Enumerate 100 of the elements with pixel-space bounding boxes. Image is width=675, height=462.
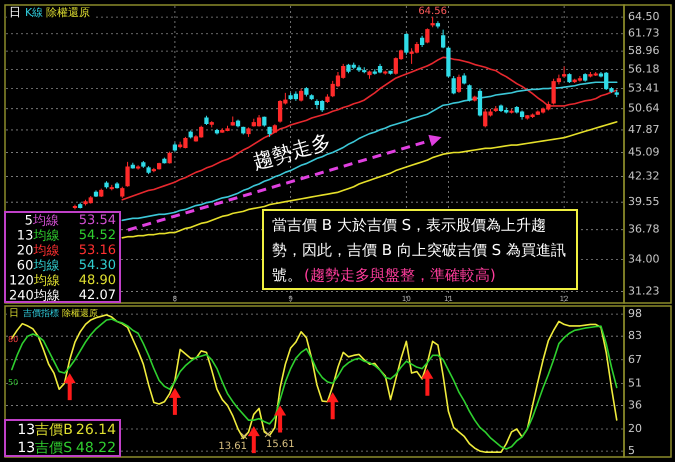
y-tick-label: 56.18 <box>628 62 660 76</box>
candlestick <box>246 126 251 138</box>
candlestick <box>583 72 588 82</box>
candlestick <box>494 105 498 112</box>
candlestick <box>467 84 472 102</box>
annotation: 54.52 <box>78 228 116 244</box>
annotation: 趨勢走多 <box>250 128 334 174</box>
annotation: 48.90 <box>78 273 116 288</box>
candlestick <box>452 76 456 95</box>
candlestick <box>162 157 167 164</box>
annotation: 48.22 <box>76 440 116 456</box>
y-tick-label: 31.23 <box>628 284 660 298</box>
candlestick <box>509 108 514 114</box>
annotation: 日 <box>9 5 21 19</box>
y-tick-label: 20 <box>628 422 642 436</box>
y-tick-label: 50.64 <box>628 102 660 115</box>
y-tick-label: 58.96 <box>628 44 660 58</box>
candlestick <box>425 28 430 44</box>
y-tick-label: 51 <box>628 376 642 390</box>
candlestick <box>436 20 440 29</box>
candlestick <box>78 202 82 209</box>
candlestick <box>446 46 451 78</box>
candlestick <box>110 184 114 191</box>
y-tick-label: 61.73 <box>628 26 660 40</box>
candlestick <box>94 190 98 198</box>
candlestick <box>236 119 240 128</box>
candlestick <box>304 86 309 97</box>
candlestick <box>404 32 408 56</box>
candlestick <box>204 115 209 126</box>
candlestick <box>388 70 393 76</box>
annotation: 64.56 <box>418 6 447 17</box>
annotation: 53.54 <box>78 213 116 228</box>
candlestick <box>104 180 109 190</box>
annotation: 54.30 <box>78 258 116 274</box>
candlestick <box>210 120 214 128</box>
y-tick-label: 36 <box>628 398 642 412</box>
chart-subtitle: 除權還原 <box>62 308 98 319</box>
y-tick-label: 39.55 <box>628 195 660 208</box>
y-tick-label: 67 <box>628 352 642 366</box>
y-tick-label: 42.32 <box>628 170 660 183</box>
annotation: 26.14 <box>76 422 116 438</box>
annotation: 13吉價B <box>17 422 73 438</box>
annotation: 13吉價S <box>17 440 72 456</box>
annotation: 13.61 <box>218 441 247 452</box>
candlestick <box>299 88 304 102</box>
annotation: 50 <box>8 378 18 388</box>
candlestick <box>72 204 78 210</box>
y-tick-label: 36.78 <box>628 222 660 236</box>
line-series <box>122 121 618 239</box>
candlestick <box>214 128 220 135</box>
annotation: 120均線 <box>9 273 60 288</box>
candlestick <box>472 95 477 102</box>
candlestick <box>168 151 172 164</box>
chart-title: 吉價指標 <box>23 308 59 319</box>
candlestick <box>614 90 619 98</box>
candlestick <box>130 162 135 170</box>
candlestick <box>478 88 482 118</box>
annotation: 42.07 <box>78 288 116 304</box>
chart-subtitle: 除權還原 <box>46 6 90 19</box>
y-tick-label: 34.00 <box>628 252 660 266</box>
annotation: 60均線 <box>16 258 60 274</box>
candlestick <box>267 126 272 138</box>
annotation: 號。 <box>272 266 302 284</box>
annotation: 勢，因此，吉價 B 向上突破吉價 S 為買進訊 <box>272 241 566 259</box>
annotation: 5均線 <box>24 213 59 228</box>
annotation: 240均線 <box>9 288 60 304</box>
chart-title: K線 <box>25 6 44 19</box>
candlestick <box>420 35 424 48</box>
y-tick-label: 64.50 <box>628 10 660 24</box>
annotation: 53.16 <box>78 243 116 258</box>
line-series <box>122 56 618 201</box>
candlestick <box>272 124 277 134</box>
candlestick <box>383 70 388 76</box>
candlestick <box>430 16 435 28</box>
candlestick <box>146 166 151 175</box>
annotation: 15.61 <box>266 439 295 450</box>
candlestick <box>172 142 178 152</box>
y-tick-label: 45.09 <box>628 146 660 159</box>
candlestick <box>141 160 146 168</box>
candlestick <box>325 94 330 104</box>
y-tick-label: 53.41 <box>628 82 660 95</box>
annotation: (趨勢走多與盤整，準確較高) <box>304 266 496 284</box>
annotation: 80 <box>8 335 18 344</box>
candlestick <box>262 116 266 128</box>
candlestick <box>136 164 140 170</box>
annotation: 日 <box>9 308 19 319</box>
y-tick-label: 83 <box>628 329 642 342</box>
candlestick <box>99 188 104 198</box>
candlestick <box>441 29 446 49</box>
candlestick <box>241 126 246 135</box>
candlestick <box>562 66 566 78</box>
candlestick <box>456 74 462 94</box>
candlestick <box>125 161 130 188</box>
annotation: 當吉價 B 大於吉價 S，表示股價為上升趨 <box>272 216 546 234</box>
candlestick <box>462 72 466 85</box>
annotation: 20均線 <box>16 243 60 258</box>
candlestick <box>567 72 572 84</box>
y-tick-label: 5 <box>628 444 635 458</box>
candlestick <box>230 116 235 126</box>
candlestick <box>367 70 372 80</box>
